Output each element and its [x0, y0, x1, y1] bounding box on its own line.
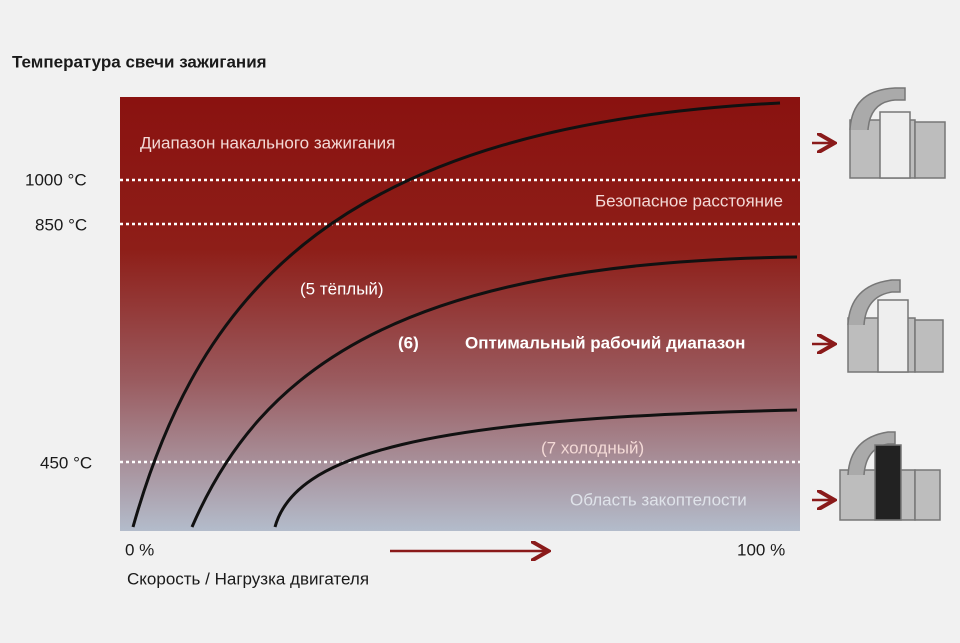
zone-label: Оптимальный рабочий диапазон [465, 333, 745, 352]
x-label: 0 % [125, 540, 154, 559]
plug-icons [839, 87, 946, 521]
title: Температура свечи зажигания [12, 52, 267, 71]
curve-label: (5 тёплый) [300, 279, 384, 298]
plug-icon [847, 279, 944, 373]
y-label: 450 °C [40, 453, 92, 472]
y-label: 1000 °C [25, 170, 87, 189]
curve-cold [273, 408, 798, 528]
zone-label: Область закоптелости [570, 490, 747, 509]
zone-label: Безопасное расстояние [595, 191, 783, 210]
curve-warm [131, 101, 781, 528]
x-axis-label: Скорость / Нагрузка двигателя [127, 569, 369, 588]
curve-mid [190, 255, 798, 528]
plug-icon [849, 87, 946, 179]
y-label: 850 °C [35, 215, 87, 234]
plot-area [120, 97, 800, 531]
curves [131, 101, 798, 528]
curve-label: (7 холодный) [541, 438, 644, 457]
plug-icon [839, 431, 941, 521]
zone-label: Диапазон накального зажигания [140, 133, 395, 152]
threshold-lines [120, 178, 800, 464]
curve-label: (6) [398, 333, 419, 352]
x-label: 100 % [737, 540, 785, 559]
side-arrows [812, 143, 832, 500]
